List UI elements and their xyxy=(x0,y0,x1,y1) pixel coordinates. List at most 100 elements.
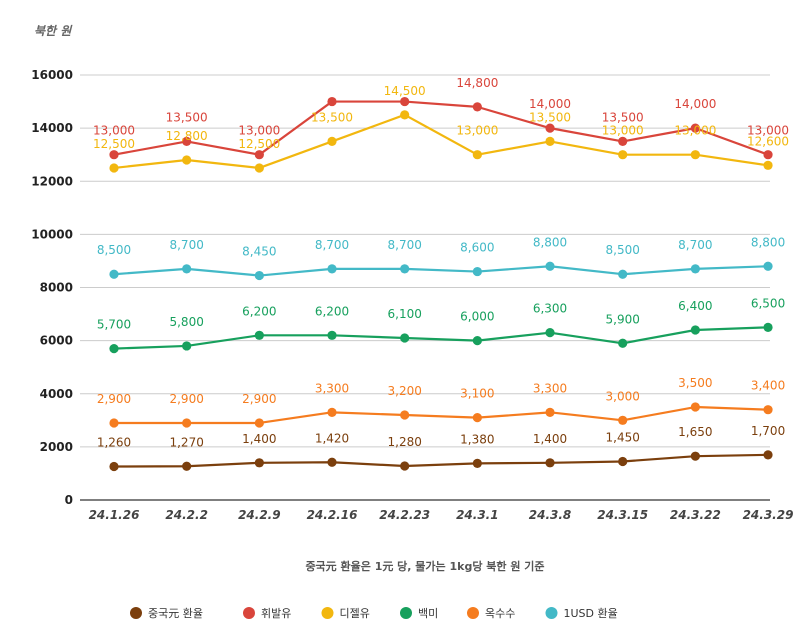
data-label: 6,100 xyxy=(388,307,422,321)
data-label: 12,600 xyxy=(747,134,789,148)
legend-item-label: 휘발유 xyxy=(261,607,291,620)
data-label: 13,000 xyxy=(93,124,135,138)
data-point xyxy=(182,418,192,428)
data-label: 8,500 xyxy=(97,243,131,257)
data-label: 1,260 xyxy=(97,436,131,450)
data-label: 13,000 xyxy=(747,124,789,138)
data-point xyxy=(690,402,700,412)
x-axis-ticks: 24.1.26 24.2.2 24.2.9 24.2.16 24.2.23 24.3.1 2… xyxy=(89,508,794,522)
legend-item-label: 백미 xyxy=(418,607,438,620)
data-point xyxy=(472,336,482,346)
gridlines xyxy=(80,74,770,501)
data-label: 6,400 xyxy=(678,299,712,313)
x-tick-label: 24.3.15 xyxy=(597,508,648,522)
data-label: 8,800 xyxy=(533,235,567,249)
series-line xyxy=(114,405,769,425)
data-point xyxy=(472,266,482,277)
data-point xyxy=(109,150,119,160)
data-label: 3,000 xyxy=(606,389,640,403)
data-point xyxy=(618,338,628,348)
series-group xyxy=(109,96,773,472)
data-point xyxy=(254,270,264,281)
data-label: 13,500 xyxy=(529,110,571,124)
data-label: 8,700 xyxy=(388,238,422,252)
data-label: 6,500 xyxy=(751,296,785,310)
legend-item-label: 옥수수 xyxy=(485,607,515,620)
data-label: 3,300 xyxy=(533,381,567,395)
data-point xyxy=(182,155,192,165)
data-point xyxy=(182,341,192,351)
data-point xyxy=(690,150,700,160)
data-label: 5,800 xyxy=(169,315,203,329)
data-label: 1,270 xyxy=(169,435,203,449)
data-point xyxy=(472,458,482,468)
data-point xyxy=(327,96,337,107)
data-point xyxy=(545,123,555,133)
data-label: 6,000 xyxy=(460,310,494,324)
data-label: 8,700 xyxy=(678,238,712,252)
x-tick-label: 24.2.16 xyxy=(307,508,358,522)
data-point xyxy=(254,330,264,340)
data-point xyxy=(109,269,119,279)
data-point xyxy=(109,163,119,173)
data-point xyxy=(763,405,773,415)
data-label: 8,800 xyxy=(751,235,785,249)
data-point xyxy=(763,150,773,160)
data-label: 3,200 xyxy=(388,384,422,398)
x-tick-label: 24.2.2 xyxy=(165,508,208,522)
data-point xyxy=(763,160,773,170)
legend-item-label: 디젤유 xyxy=(340,607,370,620)
data-point xyxy=(690,264,700,274)
data-label: 6,200 xyxy=(315,304,349,318)
data-label: 1,450 xyxy=(606,430,640,444)
data-point xyxy=(618,456,628,467)
legend-swatch xyxy=(545,607,558,619)
data-point xyxy=(254,458,264,468)
data-point xyxy=(327,136,337,147)
legend-swatch xyxy=(400,607,412,619)
data-label: 8,600 xyxy=(460,241,494,255)
y-tick-label: 6000 xyxy=(40,334,73,348)
data-point xyxy=(545,458,555,468)
data-label: 3,100 xyxy=(460,387,494,401)
data-label: 13,500 xyxy=(166,110,208,124)
data-label: 13,500 xyxy=(311,110,353,124)
data-label: 1,400 xyxy=(533,432,567,446)
data-label: 8,700 xyxy=(315,238,349,252)
series-line xyxy=(113,265,769,277)
data-point xyxy=(763,261,773,271)
data-point xyxy=(472,150,482,160)
data-label: 14,000 xyxy=(674,97,716,111)
data-point xyxy=(618,415,628,425)
x-tick-label: 24.2.9 xyxy=(238,508,281,522)
data-label: 14,800 xyxy=(456,76,498,90)
data-point xyxy=(690,451,700,461)
data-point xyxy=(400,333,410,343)
legend: 중국元 환율 휘발유 디젤유 백미 옥수수 1USD 환율 xyxy=(130,607,618,620)
legend-swatch xyxy=(467,607,479,619)
data-point xyxy=(545,328,555,338)
data-point xyxy=(618,136,628,147)
data-label: 1,420 xyxy=(315,431,349,445)
y-unit-label: 북한 원 xyxy=(34,24,73,38)
data-label: 8,450 xyxy=(242,245,276,259)
data-point xyxy=(618,269,628,279)
data-point xyxy=(400,110,410,120)
data-point xyxy=(472,102,482,112)
data-point xyxy=(182,136,192,147)
legend-swatch xyxy=(130,607,142,619)
data-label: 1,650 xyxy=(678,425,712,439)
y-tick-label: 10000 xyxy=(31,227,73,241)
y-tick-label: 8000 xyxy=(40,281,73,295)
data-labels: 1,260 1,270 1,400 1,420 1,280 1,380 1,400 1,450… xyxy=(93,76,789,450)
data-label: 13,000 xyxy=(602,124,644,138)
y-tick-label: 12000 xyxy=(31,174,73,188)
legend-swatch xyxy=(243,607,255,619)
data-label: 6,300 xyxy=(533,302,567,316)
data-label: 3,400 xyxy=(751,379,785,393)
data-label: 1,400 xyxy=(242,432,276,446)
data-label: 1,280 xyxy=(388,435,422,449)
series-line xyxy=(113,113,769,170)
y-tick-label: 0 xyxy=(65,493,73,507)
